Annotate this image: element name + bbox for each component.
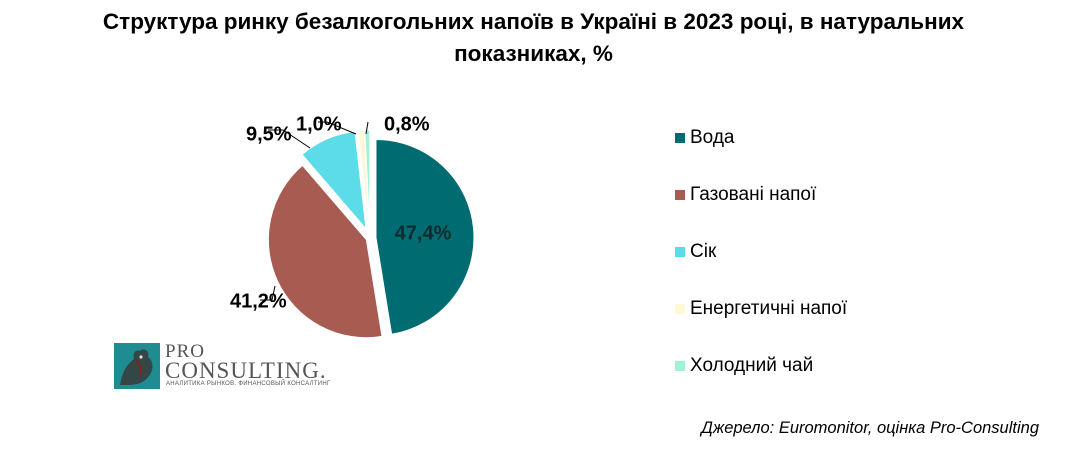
legend-swatch-енергетичні-напої <box>675 304 685 314</box>
chart-title-line1: Структура ринку безалкогольних напоїв в … <box>102 9 965 34</box>
logo-tagline: АНАЛИТИКА РЫНКОВ. ФИНАНСОВЫЙ КОНСАЛТИНГ <box>166 381 331 387</box>
legend-label-енергетичні-напої: Енергетичні напої <box>690 298 848 319</box>
chart-title-line2: показниках, % <box>454 41 613 66</box>
legend-swatch-газовані-напої <box>675 190 685 200</box>
logo-emblem-icon <box>114 343 160 389</box>
data-label-сік: 9,5% <box>246 123 292 145</box>
data-label-вода: 47,4% <box>395 222 452 244</box>
legend-label-газовані-напої: Газовані напої <box>690 184 817 205</box>
leader-lines <box>260 121 369 301</box>
logo-pro-text: PRO <box>165 341 205 362</box>
leader-line-енергетичні-напої <box>318 121 357 135</box>
legend-swatch-холодний-чай <box>675 361 685 371</box>
pie-slice-вода <box>375 139 475 335</box>
leader-line-газовані-напої <box>260 285 276 301</box>
legend-label-холодний-чай: Холодний чай <box>690 355 813 376</box>
legend-label-вода: Вода <box>690 127 735 148</box>
pie-slice-енергетичні-напої <box>357 129 370 229</box>
leader-line-сік <box>268 129 311 149</box>
pie-slices <box>267 129 475 339</box>
legend-swatch-вода <box>675 133 685 143</box>
pro-consulting-logo: PRO CONSULTING. АНАЛИТИКА РЫНКОВ. ФИНАНС… <box>114 341 336 389</box>
chart-title: Структура ринку безалкогольних напоїв в … <box>0 6 1067 70</box>
data-label-енергетичні-напої: 1,0% <box>296 113 342 135</box>
pie-slice-холодний-чай <box>364 129 371 229</box>
data-label-холодний-чай: 0,8% <box>384 113 430 135</box>
logo-consulting-text: CONSULTING. <box>165 358 327 383</box>
pie-slice-сік <box>301 130 367 231</box>
data-label-газовані-напої: 41,2% <box>230 290 287 312</box>
legend: Вода Газовані напої Сік Енергетичні напої Хо… <box>675 127 848 376</box>
legend-swatch-сік <box>675 247 685 257</box>
data-labels: 47,4% 41,2% 9,5% 1,0% 0,8% <box>230 113 452 312</box>
legend-label-сік: Сік <box>690 241 717 262</box>
pie-slice-газовані-напої <box>267 164 383 339</box>
leader-line-холодний-чай <box>365 121 369 135</box>
source-note: Джерело: Euromonitor, оцінка Pro-Consult… <box>701 419 1039 437</box>
